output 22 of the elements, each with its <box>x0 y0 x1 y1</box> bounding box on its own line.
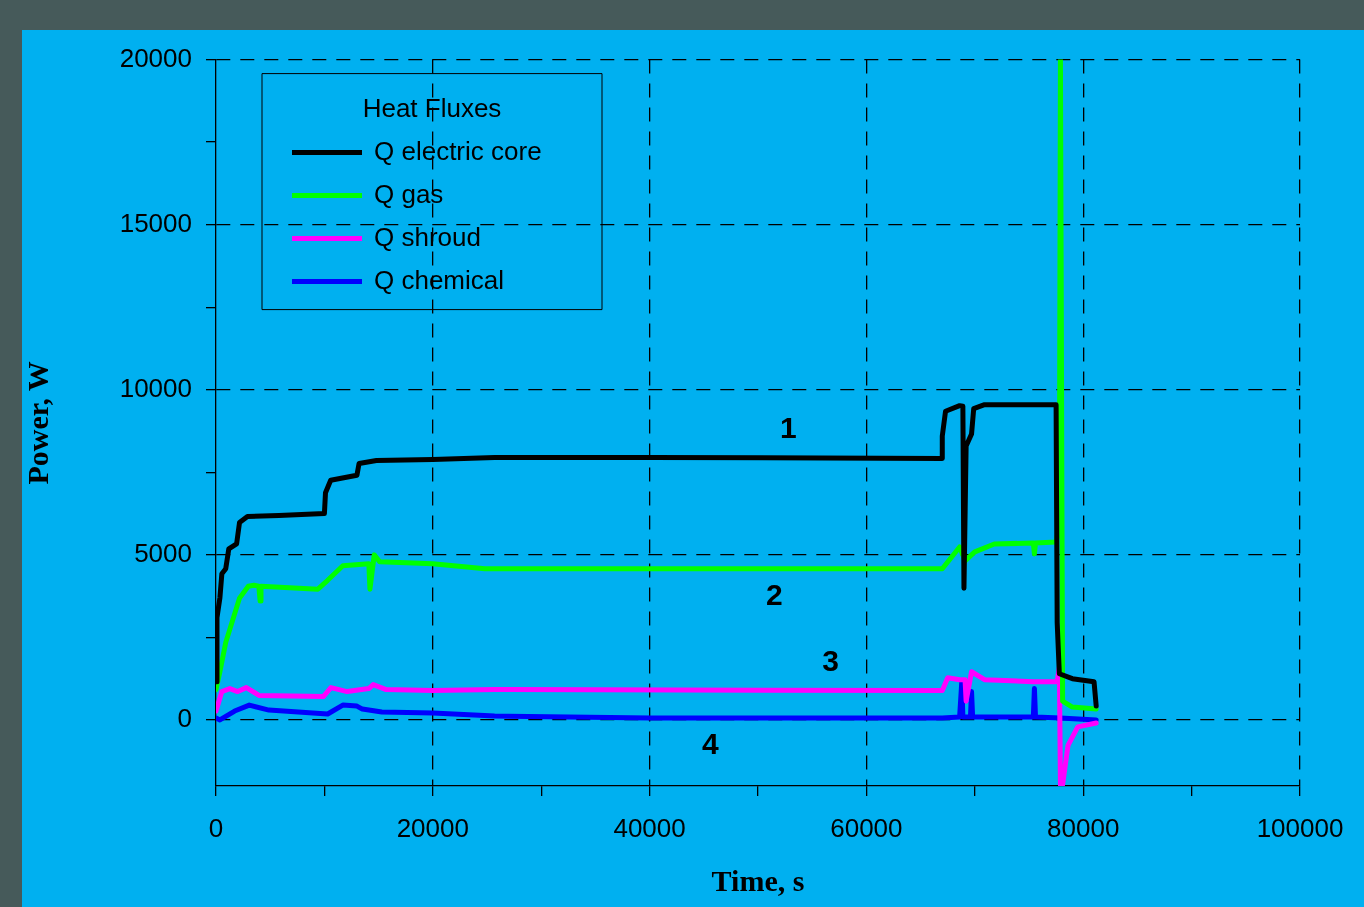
y-tick-label: 10000 <box>119 372 192 403</box>
y-tick-label: 5000 <box>134 538 192 569</box>
annotation: 4 <box>701 727 719 761</box>
x-axis-title: Time, s <box>711 863 805 897</box>
legend-label: Q chemical <box>374 264 505 295</box>
legend-label: Q gas <box>374 178 444 209</box>
annotation: 1 <box>780 410 797 444</box>
x-tick-label: 40000 <box>613 812 686 843</box>
annotation: 3 <box>822 643 839 677</box>
y-tick-label: 20000 <box>119 42 192 73</box>
y-axis-title: Power, W <box>20 361 54 485</box>
y-tick-label: 15000 <box>119 207 192 238</box>
legend-label: Q electric core <box>374 135 542 166</box>
y-tick-label: 0 <box>177 703 192 734</box>
legend-label: Q shroud <box>374 221 481 252</box>
x-tick-label: 100000 <box>1256 812 1344 843</box>
x-tick-label: 80000 <box>1047 812 1120 843</box>
annotation: 2 <box>765 578 783 612</box>
legend-title: Heat Fluxes <box>362 92 502 123</box>
x-tick-label: 60000 <box>830 812 903 843</box>
x-tick-label: 0 <box>208 812 224 843</box>
x-tick-label: 20000 <box>396 812 469 843</box>
